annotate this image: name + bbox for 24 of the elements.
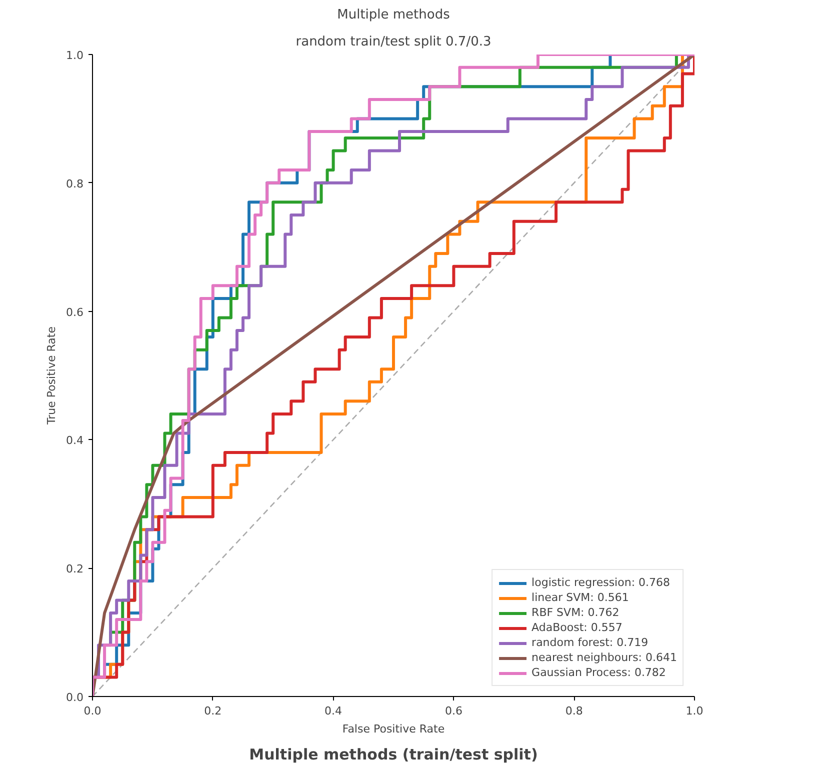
legend-label: logistic regression: 0.768 (532, 576, 670, 589)
legend-label: random forest: 0.719 (532, 636, 648, 649)
y-tick-label: 0.4 (66, 434, 84, 448)
text: Multiple methods (train/test split) (249, 746, 538, 764)
y-tick-label: 0.2 (66, 562, 84, 576)
legend-label: AdaBoost: 0.557 (532, 621, 622, 634)
legend-label: RBF SVM: 0.762 (532, 606, 620, 619)
y-tick-label: 0.0 (66, 691, 84, 704)
chart-subtitle: random train/test split 0.7/0.3 (296, 34, 492, 50)
legend-label: linear SVM: 0.561 (532, 591, 629, 604)
x-tick-label: 0.2 (204, 704, 222, 718)
x-axis-title: False Positive Rate (342, 722, 445, 736)
x-tick-label: 1.0 (686, 704, 704, 718)
legend-label: nearest neighbours: 0.641 (532, 651, 677, 664)
x-tick-label: 0.8 (565, 704, 583, 718)
y-tick-label: 0.6 (66, 306, 84, 319)
chart-title: Multiple methods (337, 8, 450, 22)
x-tick-label: 0.0 (84, 704, 102, 718)
y-tick-label: 0.8 (66, 177, 84, 190)
y-tick-label: 1.0 (66, 49, 84, 62)
x-tick-label: 0.6 (444, 704, 462, 718)
x-tick-label: 0.4 (324, 704, 342, 718)
y-axis-title: True Positive Rate (45, 326, 58, 426)
legend-label: Gaussian Process: 0.782 (532, 666, 666, 679)
